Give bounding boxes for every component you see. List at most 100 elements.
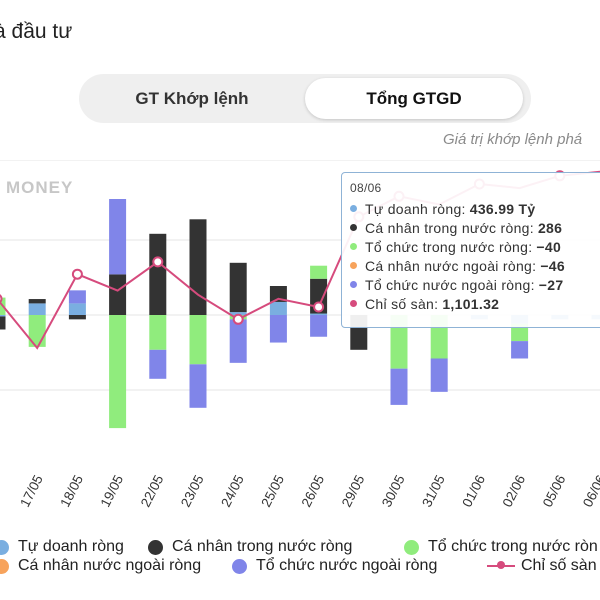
- chart-tooltip: 08/06 Tự doanh ròng: 436.99 Tỷ Cá nhân tro…: [341, 172, 600, 328]
- bar-segment: [229, 312, 247, 315]
- bar-segment: [430, 358, 448, 392]
- series-dot-icon: [350, 300, 357, 307]
- series-dot-icon: [350, 262, 357, 269]
- x-tick-label: 17/05: [17, 473, 46, 510]
- x-tick-label: 30/05: [379, 473, 408, 510]
- index-point: [152, 256, 164, 268]
- view-toggle: GT Khớp lệnh Tổng GTGD: [79, 74, 531, 123]
- x-tick-label: 31/05: [419, 473, 448, 510]
- bar-segment: [310, 313, 328, 315]
- bar-segment: [189, 315, 207, 365]
- x-tick-label: 25/05: [258, 473, 287, 510]
- series-dot-icon: [350, 243, 357, 250]
- legend-dot-icon: [404, 539, 419, 555]
- bar-segment: [68, 315, 86, 320]
- chart-watermark: MONEY: [6, 178, 73, 197]
- tooltip-row: Tổ chức nước ngoài ròng: −27: [350, 275, 600, 294]
- series-dot-icon: [350, 224, 357, 231]
- bar-segment: [390, 368, 408, 405]
- bar-segment: [511, 341, 529, 359]
- legend-item[interactable]: Cá nhân trong nước ròng: [148, 538, 352, 556]
- tooltip-label: Tổ chức nước ngoài ròng:: [365, 276, 535, 293]
- bar-segment: [149, 349, 167, 379]
- section-title: à đầu tư: [0, 20, 73, 43]
- legend-label: Tự doanh ròng: [18, 538, 124, 555]
- tooltip-value: −40: [536, 238, 562, 255]
- bar-segment: [269, 301, 287, 315]
- legend-label: Tổ chức trong nước ròn: [428, 538, 598, 555]
- bar-segment: [269, 286, 287, 302]
- tab-tong-gtgd[interactable]: Tổng GTGD: [305, 78, 523, 119]
- legend-label: Cá nhân trong nước ròng: [172, 538, 353, 555]
- x-tick-label: 01/06: [459, 473, 488, 510]
- bar-segment: [310, 265, 328, 279]
- legend-item[interactable]: Tổ chức trong nước ròn: [404, 538, 598, 556]
- bar-segment: [149, 315, 167, 350]
- tooltip-value: 436.99 Tỷ: [469, 200, 536, 217]
- x-tick-label: 26/05: [299, 473, 328, 510]
- bar-segment: [68, 303, 86, 315]
- bar-segment: [390, 315, 408, 369]
- legend-label: Cá nhân nước ngoài ròng: [18, 557, 202, 574]
- index-point: [0, 294, 3, 304]
- tooltip-row: Cá nhân nước ngoài ròng: −46: [350, 256, 600, 275]
- legend-item[interactable]: Tự doanh ròng: [0, 538, 124, 556]
- legend-label: Tổ chức nước ngoài ròng: [256, 557, 438, 574]
- bar-segment: [189, 364, 207, 408]
- index-point: [313, 301, 325, 313]
- x-tick-label: 19/05: [98, 473, 127, 510]
- tooltip-label: Tổ chức trong nước ròng:: [365, 238, 533, 255]
- x-tick-label: 23/05: [178, 473, 207, 510]
- x-tick-label: 29/05: [339, 473, 368, 510]
- tooltip-value: 286: [537, 219, 563, 236]
- series-dot-icon: [350, 205, 357, 212]
- x-tick-label: 18/05: [57, 473, 86, 510]
- chart-subtitle: Giá trị khớp lệnh phá: [443, 131, 583, 148]
- legend-dot-icon: [0, 558, 9, 574]
- tooltip-value: −46: [540, 257, 565, 274]
- x-tick-label: 06/06: [580, 473, 600, 510]
- legend-item[interactable]: Cá nhân nước ngoài ròng: [0, 557, 201, 575]
- bar-segment: [68, 290, 86, 304]
- bar-segment: [189, 219, 207, 315]
- tooltip-value: 1,101.32: [442, 295, 500, 312]
- tooltip-date: 08/06: [350, 181, 382, 195]
- bar-segment: [109, 315, 127, 429]
- x-tick-label: 22/05: [138, 473, 167, 510]
- legend-item[interactable]: Chỉ số sàn: [487, 557, 597, 575]
- bar-segment: [269, 315, 287, 343]
- index-point: [232, 313, 244, 325]
- tooltip-label: Tự doanh ròng:: [365, 200, 466, 217]
- tooltip-row: Tự doanh ròng: 436.99 Tỷ: [350, 199, 600, 218]
- legend-line-icon: [487, 561, 515, 569]
- legend-dot-icon: [0, 539, 9, 555]
- legend-label: Chỉ số sàn: [521, 557, 597, 574]
- bar-segment: [229, 319, 247, 363]
- x-tick-label: 05/06: [540, 473, 569, 510]
- tab-gt-khop-lenh[interactable]: GT Khớp lệnh: [135, 88, 249, 108]
- bar-segment: [109, 274, 127, 315]
- bar-segment: [0, 316, 6, 330]
- legend-item[interactable]: Tổ chức nước ngoài ròng: [232, 557, 437, 575]
- investor-flow-chart: MONEY 17/05 18/05 19/05 22/05 23/05 24/05 25/05…: [0, 160, 600, 510]
- bar-segment: [28, 299, 46, 304]
- tooltip-label: Chỉ số sàn:: [365, 295, 439, 312]
- bar-segment: [310, 315, 328, 337]
- x-tick-label: 24/05: [218, 473, 247, 510]
- tooltip-row: Cá nhân trong nước ròng: 286: [350, 218, 600, 237]
- tooltip-label: Cá nhân trong nước ròng:: [365, 219, 534, 236]
- legend-dot-icon: [232, 558, 247, 574]
- bar-segment: [109, 199, 127, 275]
- legend-dot-icon: [148, 539, 163, 555]
- bar-segment: [229, 262, 247, 313]
- series-dot-icon: [350, 281, 357, 288]
- x-tick-label: 02/06: [500, 473, 529, 510]
- index-point: [71, 268, 83, 280]
- tooltip-row: Chỉ số sàn: 1,101.32: [350, 294, 600, 313]
- bar-segment: [149, 233, 167, 315]
- tooltip-row: Tổ chức trong nước ròng: −40: [350, 237, 600, 256]
- tooltip-label: Cá nhân nước ngoài ròng:: [365, 257, 537, 274]
- tooltip-value: −27: [538, 276, 564, 293]
- bar-segment: [0, 315, 6, 317]
- bar-segment: [28, 303, 46, 315]
